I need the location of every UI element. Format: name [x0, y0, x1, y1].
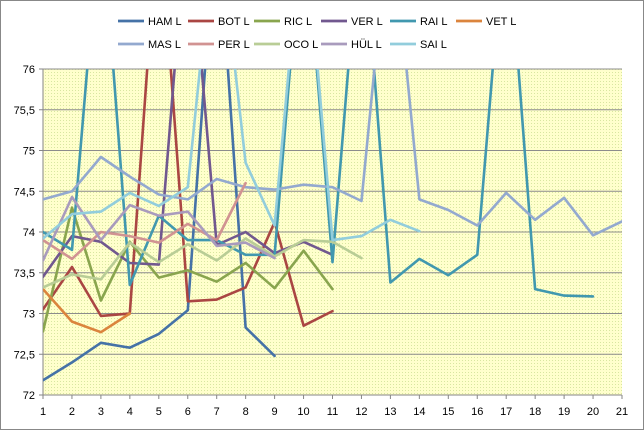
series-line-2 [43, 69, 334, 327]
x-tick-label: 13 [384, 406, 396, 418]
y-tick-label: 74 [23, 227, 35, 239]
series-line-8 [43, 181, 247, 261]
x-tick-label: 21 [616, 406, 628, 418]
series-line-11 [43, 69, 421, 242]
x-tick-label: 17 [500, 406, 512, 418]
y-tick-label: 72 [23, 390, 35, 402]
x-tick-label: 2 [69, 406, 75, 418]
x-tick-label: 19 [558, 406, 570, 418]
series-lines [43, 69, 622, 382]
y-tick-label: 73 [23, 309, 35, 321]
x-tick-label: 12 [355, 406, 367, 418]
series-line-1 [43, 69, 276, 382]
series-line-7 [43, 69, 622, 237]
legend-label: VER L [351, 16, 383, 28]
x-tick-label: 18 [529, 406, 541, 418]
legend-label: PER L [218, 39, 250, 51]
legend-label: OCO L [284, 39, 318, 51]
x-tick-label: 3 [98, 406, 104, 418]
series-line-9 [43, 237, 363, 289]
legend-label: HÜL L [351, 39, 382, 51]
x-tick-label: 20 [587, 406, 599, 418]
legend-label: SAI L [420, 39, 447, 51]
y-tick-label: 75 [23, 146, 35, 158]
legend-label: VET L [486, 16, 516, 28]
legend-label: HAM L [148, 16, 182, 28]
x-tick-label: 11 [327, 406, 338, 418]
x-tick-label: 5 [156, 406, 162, 418]
x-tick-label: 16 [471, 406, 483, 418]
series-line-3 [43, 206, 334, 333]
x-tick-label: 1 [40, 406, 46, 418]
x-tick-label: 14 [413, 406, 425, 418]
y-tick-label: 74,5 [14, 186, 35, 198]
legend-label: BOT L [218, 16, 250, 28]
x-tick-label: 10 [297, 406, 309, 418]
series-line-10 [43, 195, 276, 262]
y-tick-label: 73,5 [14, 268, 35, 280]
x-tick-label: 8 [243, 406, 249, 418]
x-tick-label: 6 [185, 406, 191, 418]
y-tick-label: 75,5 [14, 105, 35, 117]
legend-label: RAI L [420, 16, 448, 28]
x-tick-label: 7 [214, 406, 220, 418]
y-tick-label: 72,5 [14, 349, 35, 361]
x-tick-label: 4 [127, 406, 133, 418]
series-line-6 [43, 287, 132, 334]
y-tick-label: 76 [23, 64, 35, 76]
x-tick-label: 9 [272, 406, 278, 418]
x-tick-label: 15 [442, 406, 454, 418]
legend-label: MAS L [148, 39, 181, 51]
legend-label: RIC L [284, 16, 312, 28]
legend: HAM L BOT L RIC L VER L RAI L VET L MAS L PER L… [118, 16, 516, 51]
